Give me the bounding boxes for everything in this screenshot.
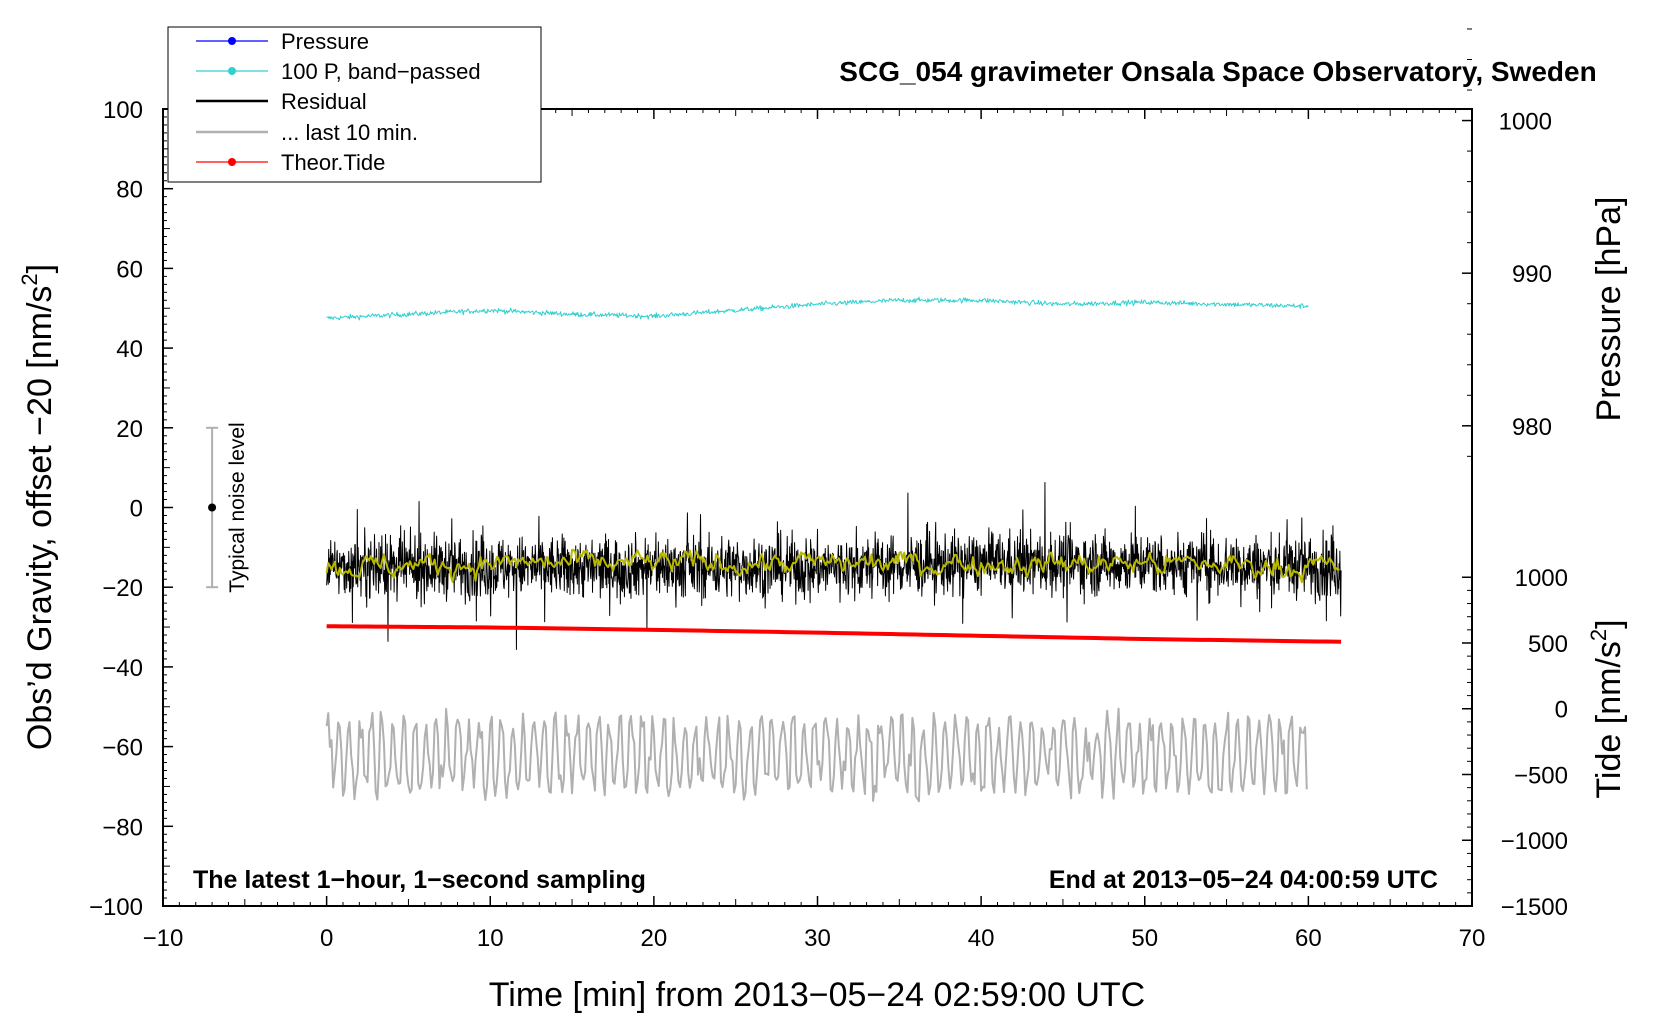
legend-label-residual: Residual — [281, 89, 367, 114]
series-residual — [326, 482, 1342, 651]
legend-box — [167, 26, 542, 183]
tide-tick-label: 1000 — [1515, 565, 1568, 592]
y-axis-label-main: Obs’d Gravity, offset −20 [nm/s — [21, 286, 59, 751]
series-layer — [325, 296, 1342, 803]
legend-label-pressure: Pressure — [281, 29, 369, 54]
pressure-tick-label: 980 — [1512, 414, 1552, 441]
legend-label-theor-tide: Theor.Tide — [281, 150, 385, 175]
x-tick-label: 60 — [1295, 925, 1322, 952]
y-axis-label: Obs’d Gravity, offset −20 [nm/s2] — [17, 264, 59, 750]
tide-tick-label: −1500 — [1501, 894, 1568, 921]
y-axis-label-tail: ] — [21, 264, 59, 273]
legend-entry-band-passed: 100 P, band−passed — [196, 59, 481, 84]
x-tick-label: 50 — [1131, 925, 1158, 952]
tide-tick-label: 500 — [1528, 631, 1568, 658]
sampling-note: The latest 1−hour, 1−second sampling — [193, 866, 646, 894]
noise-indicator: Typical noise level — [206, 422, 249, 593]
y-tick-label: −60 — [102, 735, 143, 762]
tide-axis-label-tail: ] — [1590, 619, 1628, 628]
y-tick-label: 40 — [116, 336, 143, 363]
x-tick-label: 0 — [320, 925, 333, 952]
pressure-axis-label: Pressure [hPa] — [1590, 197, 1628, 422]
legend-entry-pressure: Pressure — [196, 29, 369, 54]
tide-axis-label: Tide [nm/s2] — [1586, 619, 1628, 798]
legend-entry-residual: Residual — [196, 89, 367, 114]
pressure-tick-label: 1000 — [1499, 109, 1552, 136]
y-tick-label: −100 — [89, 894, 143, 921]
pressure-tick-label: 990 — [1512, 261, 1552, 288]
y-tick-label: 100 — [103, 97, 143, 124]
x-axis-label: Time [min] from 2013−05−24 02:59:00 UTC — [489, 976, 1145, 1014]
y-axis-label-sup: 2 — [17, 273, 42, 285]
legend-marker-band-passed — [228, 67, 236, 75]
chart-title: SCG_054 gravimeter Onsala Space Observat… — [839, 56, 1596, 87]
legend-marker-theor-tide — [228, 158, 236, 166]
y-tick-label: 0 — [130, 496, 143, 523]
y-tick-label: −20 — [102, 575, 143, 602]
legend: Pressure 100 P, band−passed Residual ...… — [167, 26, 542, 183]
noise-label: Typical noise level — [226, 422, 249, 592]
tide-tick-label: 0 — [1555, 697, 1568, 724]
end-time-note: End at 2013−05−24 04:00:59 UTC — [1049, 866, 1438, 894]
y-tick-label: 60 — [116, 256, 143, 283]
x-tick-label: −10 — [143, 925, 184, 952]
x-tick-label: 10 — [477, 925, 504, 952]
tide-tick-label: −500 — [1514, 762, 1568, 789]
series-residual-smoothed — [325, 548, 1340, 584]
x-tick-label: 30 — [804, 925, 831, 952]
tide-axis-label-main: Tide [nm/s — [1590, 641, 1628, 798]
legend-label-last-10-min: ... last 10 min. — [281, 120, 418, 145]
y-axis: −100 −80 −60 −40 −20 0 20 40 60 80 100 — [89, 97, 173, 921]
minor-ticks — [163, 28, 1472, 906]
legend-entry-last-10-min: ... last 10 min. — [196, 120, 418, 145]
x-tick-label: 70 — [1459, 925, 1486, 952]
x-tick-label: 20 — [641, 925, 668, 952]
tide-axis-label-sup: 2 — [1586, 629, 1611, 641]
y-tick-label: 20 — [116, 416, 143, 443]
x-tick-label: 40 — [968, 925, 995, 952]
y-tick-label: −40 — [102, 655, 143, 682]
series-last-10-min — [325, 707, 1308, 803]
pressure-axis: 9809901000101010201030 — [1462, 109, 1552, 441]
legend-marker-pressure — [228, 37, 236, 45]
tide-tick-label: −1000 — [1501, 828, 1568, 855]
x-axis: −10 0 10 20 30 40 50 60 70 — [143, 109, 1486, 952]
series-band-passed — [326, 296, 1309, 321]
noise-center-dot — [208, 503, 217, 512]
y-tick-label: 80 — [116, 177, 143, 204]
y-tick-label: −80 — [102, 814, 143, 841]
legend-label-band-passed: 100 P, band−passed — [281, 59, 481, 84]
series-theor-tide — [326, 624, 1342, 644]
legend-entry-theor-tide: Theor.Tide — [196, 150, 385, 175]
tide-axis: −1500 −1000 −500 0 500 1000 — [1462, 565, 1568, 921]
